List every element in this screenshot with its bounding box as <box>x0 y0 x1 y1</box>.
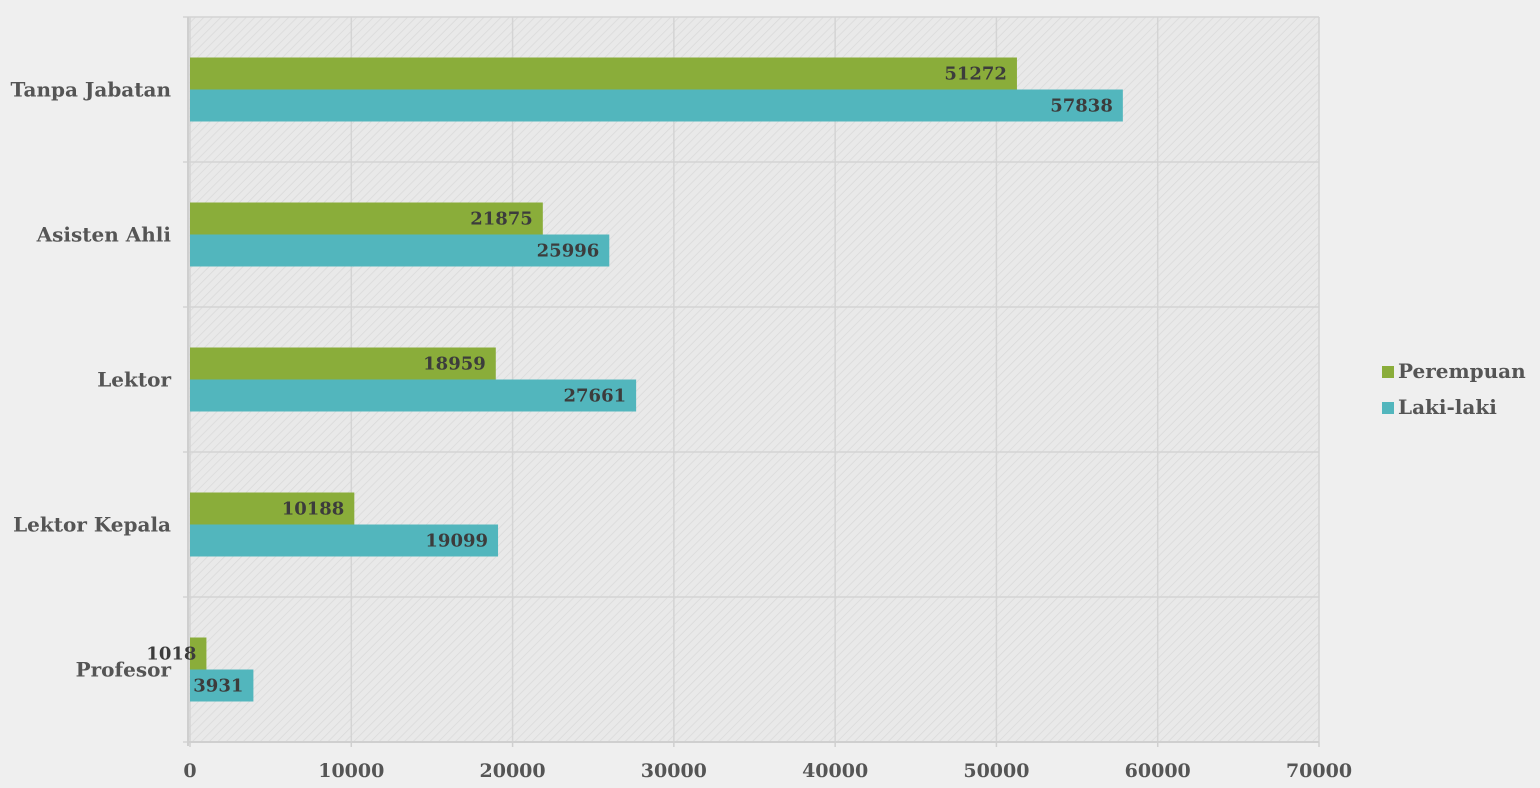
axes <box>187 17 1320 747</box>
x-tick-label: 50000 <box>963 760 1029 782</box>
data-label: 18959 <box>423 354 486 375</box>
bar-laki-laki <box>190 379 637 412</box>
bar-perempuan <box>190 637 207 670</box>
data-label: 27661 <box>564 386 627 407</box>
x-tick-label: 70000 <box>1286 760 1352 782</box>
bar-laki-laki <box>190 524 499 557</box>
legend: Perempuan Laki-laki <box>1382 359 1526 419</box>
bar-laki-laki <box>190 89 1123 122</box>
bar-perempuan <box>190 347 496 380</box>
data-label: 25996 <box>537 241 600 262</box>
category-labels: Tanpa Jabatan Asisten Ahli Lektor Lektor Ke… <box>11 78 172 682</box>
data-label: 1018 <box>146 644 196 665</box>
data-label: 10188 <box>282 499 345 520</box>
legend-label: Perempuan <box>1398 359 1526 383</box>
data-label: 57838 <box>1050 96 1113 117</box>
bars <box>190 57 1123 702</box>
x-tick-label: 20000 <box>480 760 546 782</box>
bar-laki-laki <box>190 669 254 702</box>
x-tick-label: 60000 <box>1125 760 1191 782</box>
data-label: 19099 <box>425 531 488 552</box>
x-tick-label: 40000 <box>802 760 868 782</box>
bar-perempuan <box>190 57 1017 90</box>
bar-perempuan <box>190 202 543 235</box>
legend-label: Laki-laki <box>1398 395 1497 419</box>
bar-perempuan <box>190 492 355 525</box>
category-label: Profesor <box>76 658 172 682</box>
legend-swatch-laki-laki <box>1382 402 1394 414</box>
bar-laki-laki <box>190 234 610 267</box>
data-label: 21875 <box>470 209 533 230</box>
category-label: Lektor <box>97 368 171 392</box>
category-label: Tanpa Jabatan <box>11 78 172 102</box>
data-label: 3931 <box>193 676 243 697</box>
x-tick-label: 10000 <box>318 760 384 782</box>
category-label: Lektor Kepala <box>13 513 171 537</box>
x-tick-labels: 0 10000 20000 30000 40000 50000 60000 70000 <box>183 760 1352 782</box>
category-label: Asisten Ahli <box>36 223 172 247</box>
x-tick-label: 0 <box>183 760 196 782</box>
data-label: 51272 <box>944 64 1007 85</box>
legend-swatch-perempuan <box>1382 366 1394 378</box>
x-tick-label: 30000 <box>641 760 707 782</box>
